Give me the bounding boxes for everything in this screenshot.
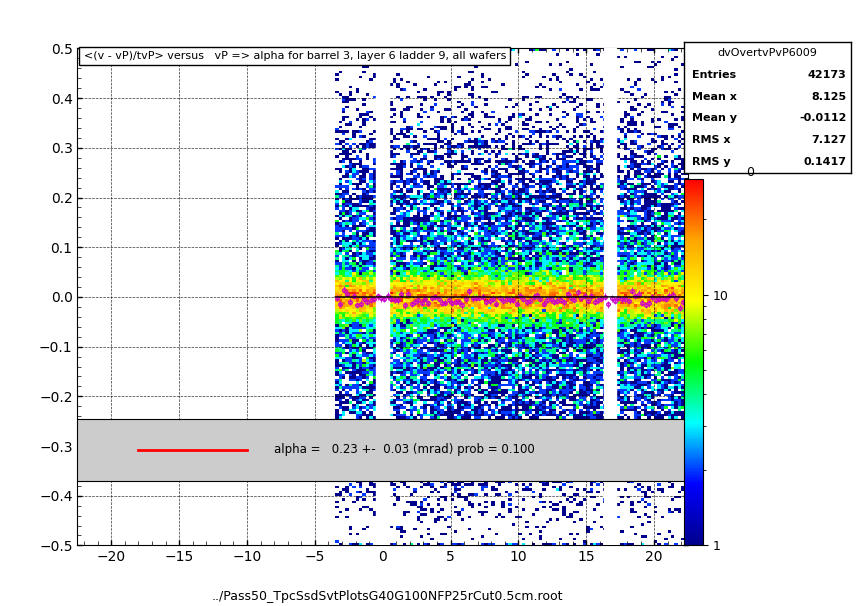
Text: -0.0112: -0.0112 (799, 113, 846, 124)
Text: 7.127: 7.127 (811, 135, 846, 145)
Text: RMS x: RMS x (692, 135, 731, 145)
Bar (604, 48, 616, 545)
Text: Entries: Entries (692, 70, 736, 80)
Text: dvOvertvPvP6009: dvOvertvPvP6009 (717, 48, 818, 58)
Bar (77, 419, 688, 481)
Text: ../Pass50_TpcSsdSvtPlotsG40G100NFP25rCut0.5cm.root: ../Pass50_TpcSsdSvtPlotsG40G100NFP25rCut… (212, 590, 562, 603)
Text: Mean x: Mean x (692, 92, 737, 102)
Text: <(v - vP)/tvP> versus   vP => alpha for barrel 3, layer 6 ladder 9, all wafers: <(v - vP)/tvP> versus vP => alpha for ba… (83, 51, 506, 61)
Text: alpha =   0.23 +-  0.03 (mrad) prob = 0.100: alpha = 0.23 +- 0.03 (mrad) prob = 0.100 (274, 443, 535, 456)
Text: 0.1417: 0.1417 (803, 157, 846, 167)
Text: Mean y: Mean y (692, 113, 737, 124)
Text: 0: 0 (746, 166, 754, 179)
Text: RMS y: RMS y (692, 157, 731, 167)
Text: 8.125: 8.125 (811, 92, 846, 102)
Bar (376, 48, 390, 545)
Text: 42173: 42173 (808, 70, 846, 80)
